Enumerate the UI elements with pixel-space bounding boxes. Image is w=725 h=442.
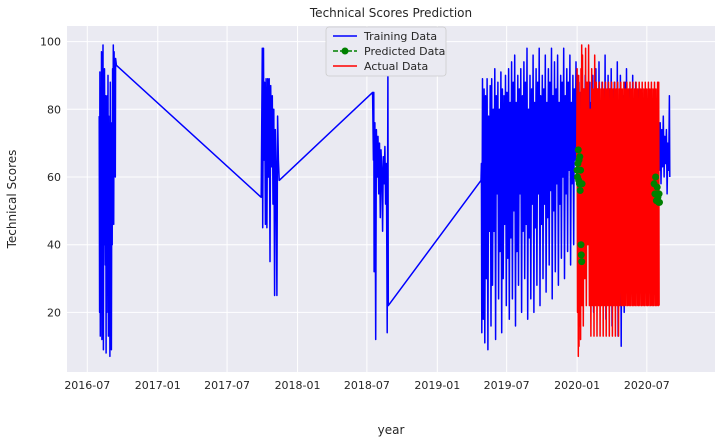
y-tick-label: 100 <box>40 36 61 49</box>
predicted-data-point <box>574 146 582 154</box>
legend-box <box>325 26 447 77</box>
y-tick-label: 60 <box>47 171 61 184</box>
y-tick-label: 20 <box>47 306 61 319</box>
predicted-data-point <box>576 187 584 194</box>
series-layer <box>98 44 671 358</box>
predicted-data-point <box>578 258 586 266</box>
legend-label-actual: Actual Data <box>364 60 428 73</box>
x-tick-label: 2019-01 <box>414 379 460 392</box>
legend-marker-predicted <box>341 47 349 55</box>
predicted-data-point <box>655 190 663 198</box>
predicted-data-point <box>578 180 586 188</box>
predicted-data-point <box>656 198 663 206</box>
x-tick-label: 2020-07 <box>624 379 670 392</box>
x-tick-label: 2017-07 <box>204 379 250 392</box>
predicted-data-point <box>577 166 585 174</box>
x-tick-label: 2020-01 <box>554 379 600 392</box>
y-tick-label: 40 <box>47 239 61 252</box>
predicted-data-point <box>577 251 585 259</box>
x-tick-label: 2016-07 <box>64 379 110 392</box>
predicted-data-point <box>576 153 584 161</box>
predicted-data-point <box>577 241 585 249</box>
predicted-data-point <box>652 173 660 181</box>
legend-label-training: Training Data <box>363 30 437 43</box>
x-tick-label: 2019-07 <box>484 379 530 392</box>
legend-label-predicted: Predicted Data <box>364 45 445 58</box>
actual-data-line <box>575 44 660 358</box>
y-axis: 20 40 60 80 100 <box>40 36 61 320</box>
x-tick-label: 2018-01 <box>275 379 321 392</box>
legend: Training Data Predicted Data Actual Data <box>325 26 447 77</box>
x-axis-label: year <box>378 423 405 437</box>
y-tick-label: 80 <box>47 103 61 116</box>
chart-title: Technical Scores Prediction <box>309 6 472 20</box>
x-axis: 2016-07 2017-01 2017-07 2018-01 2018-07 2019-… <box>64 379 670 392</box>
x-tick-label: 2018-07 <box>344 379 390 392</box>
y-axis-label: Technical Scores <box>5 150 19 250</box>
predicted-data-point <box>653 183 661 191</box>
x-tick-label: 2017-01 <box>135 379 181 392</box>
